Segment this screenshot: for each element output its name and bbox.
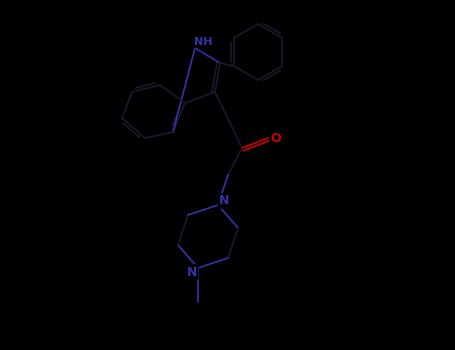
- Text: N: N: [219, 195, 229, 208]
- Text: N: N: [187, 266, 197, 279]
- Text: O: O: [271, 132, 281, 145]
- Text: NH: NH: [194, 37, 212, 47]
